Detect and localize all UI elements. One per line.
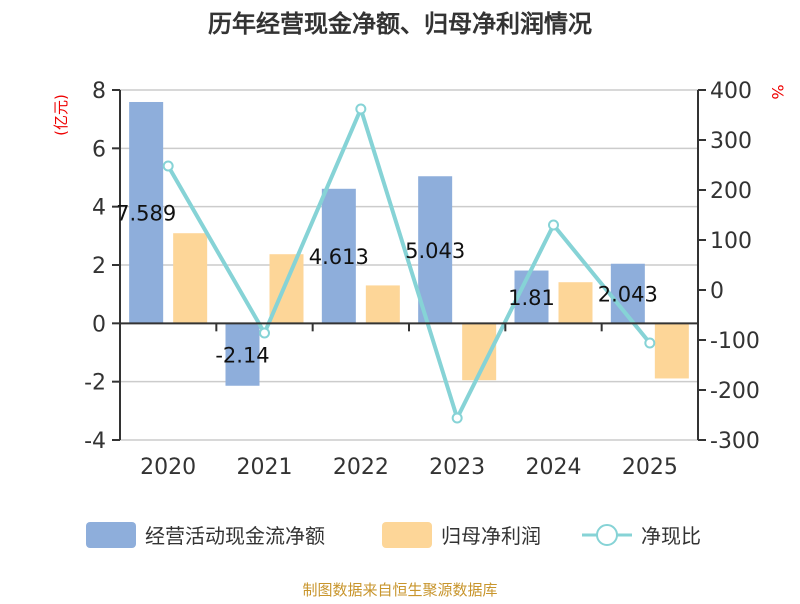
x-tick-label: 2022 [333, 455, 389, 480]
data-label-cashflow: 2.043 [598, 283, 658, 307]
ratio-point [548, 219, 559, 231]
ratio-point [355, 103, 367, 115]
right-tick-label: 200 [710, 179, 752, 204]
data-label-cashflow: -2.14 [215, 344, 269, 368]
legend-label-ratio: 净现比 [641, 524, 701, 548]
bar-cashflow [514, 270, 549, 324]
right-tick-label: -200 [710, 379, 760, 404]
right-tick-label: 300 [710, 129, 752, 154]
ratio-point [162, 160, 174, 172]
ratio-point [644, 337, 656, 349]
legend-label-profit: 归母净利润 [441, 524, 541, 548]
bar-profit [365, 285, 400, 324]
data-label-cashflow: 5.043 [405, 239, 465, 263]
bar-profit [654, 323, 689, 379]
legend-label-cashflow: 经营活动现金流净额 [145, 524, 325, 548]
bar-cashflow [321, 188, 356, 324]
legend-swatch-ratio-marker [596, 524, 618, 546]
left-tick-label: -4 [84, 429, 106, 454]
legend-swatch-profit [382, 522, 432, 548]
x-tick-label: 2025 [622, 455, 678, 480]
legend-swatch-cashflow [86, 522, 136, 548]
ratio-point [259, 327, 270, 339]
right-axis-label: % [768, 84, 787, 99]
right-tick-label: -100 [710, 329, 760, 354]
x-tick-label: 2021 [237, 455, 293, 480]
left-tick-label: 8 [92, 79, 106, 104]
bar-profit [173, 233, 208, 324]
right-tick-label: 0 [710, 279, 724, 304]
data-label-cashflow: 1.81 [508, 286, 555, 310]
bar-cashflow [418, 176, 453, 324]
left-tick-label: 0 [92, 312, 106, 337]
x-tick-label: 2023 [429, 455, 485, 480]
bar-cashflow [225, 323, 260, 386]
ratio-point [451, 412, 463, 424]
source-note: 制图数据来自恒生聚源数据库 [302, 581, 497, 599]
x-tick-label: 2020 [140, 455, 196, 480]
chart-title: 历年经营现金净额、归母净利润情况 [208, 10, 592, 38]
left-tick-label: 4 [92, 196, 106, 221]
right-tick-label: -300 [710, 429, 760, 454]
bar-cashflow [129, 101, 164, 324]
data-label-cashflow: 4.613 [309, 245, 369, 269]
left-tick-label: 6 [92, 137, 106, 162]
right-tick-label: 100 [710, 229, 752, 254]
bar-profit [558, 282, 593, 324]
right-tick-label: 400 [710, 79, 752, 104]
ratio-line [166, 103, 652, 424]
legend: 经营活动现金流净额 归母净利润 净现比 [86, 522, 701, 548]
data-label-cashflow: 7.589 [116, 202, 176, 226]
x-tick-label: 2024 [526, 455, 582, 480]
left-tick-label: -2 [84, 371, 106, 396]
left-axis-label: (亿元) [52, 94, 70, 136]
left-tick-label: 2 [92, 254, 106, 279]
